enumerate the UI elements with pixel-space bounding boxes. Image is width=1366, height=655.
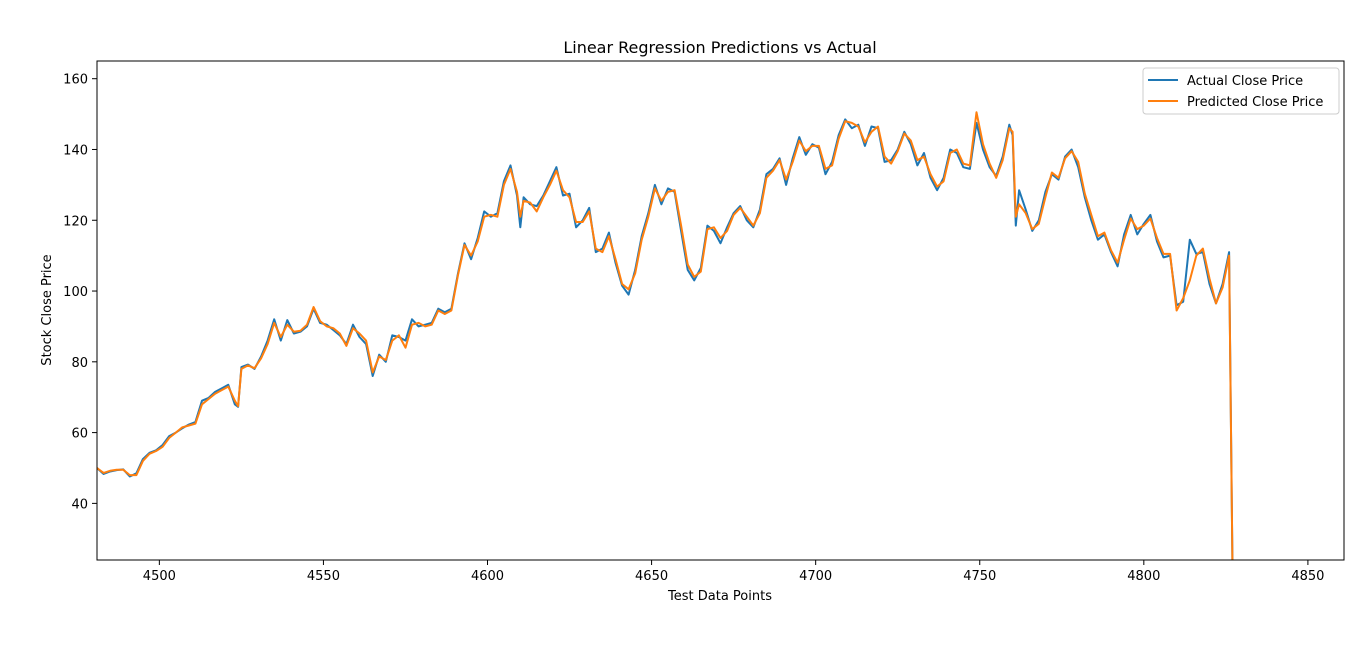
legend: Actual Close Price Predicted Close Price xyxy=(1142,67,1340,115)
y-tick-label: 40 xyxy=(71,497,88,512)
plot-frame xyxy=(96,60,1345,561)
x-axis-label: Test Data Points xyxy=(667,589,772,604)
legend-label-actual: Actual Close Price xyxy=(1187,74,1303,89)
y-axis-label: Stock Close Price xyxy=(40,254,55,365)
chart-title: Linear Regression Predictions vs Actual xyxy=(563,38,876,57)
x-tick-label: 4850 xyxy=(1291,569,1324,584)
y-tick-label: 100 xyxy=(63,285,88,300)
x-axis-ticks: 4500 4550 4600 4650 4700 4750 4800 4850 xyxy=(143,560,1324,584)
x-tick-label: 4700 xyxy=(799,569,832,584)
y-tick-label: 160 xyxy=(63,73,88,88)
x-tick-label: 4750 xyxy=(963,569,996,584)
y-tick-label: 140 xyxy=(63,143,88,158)
x-tick-label: 4500 xyxy=(143,569,176,584)
legend-box xyxy=(1142,67,1340,115)
plot-area xyxy=(97,111,1234,560)
y-tick-label: 80 xyxy=(71,356,88,371)
x-tick-label: 4550 xyxy=(307,569,340,584)
x-tick-label: 4650 xyxy=(635,569,668,584)
x-tick-label: 4800 xyxy=(1127,569,1160,584)
legend-label-predicted: Predicted Close Price xyxy=(1187,95,1323,110)
y-tick-label: 120 xyxy=(63,214,88,229)
y-axis-ticks: 40 60 80 100 120 140 160 xyxy=(63,73,97,512)
x-tick-label: 4600 xyxy=(471,569,504,584)
y-tick-label: 60 xyxy=(71,427,88,442)
series-line-predicted xyxy=(97,111,1234,560)
